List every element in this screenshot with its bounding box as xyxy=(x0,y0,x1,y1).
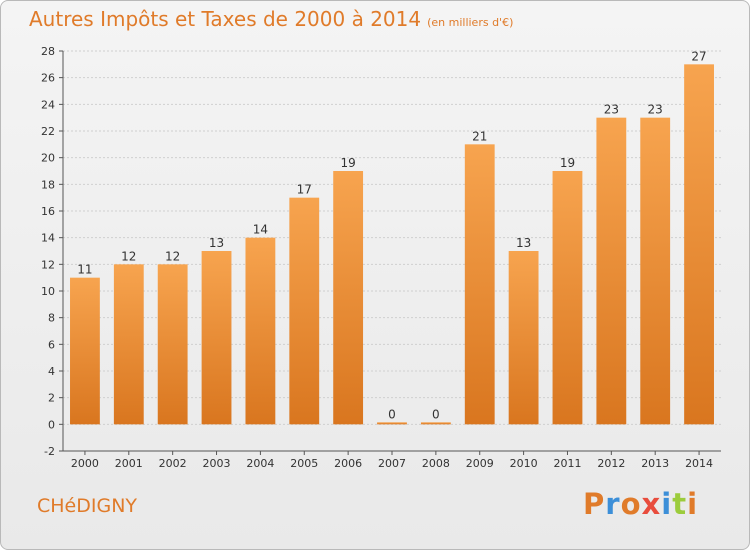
data-label-2007: 0 xyxy=(388,407,396,421)
bar-2000 xyxy=(70,277,100,425)
x-tick-label-2012: 2012 xyxy=(597,457,625,470)
chart-title: Autres Impôts et Taxes de 2000 à 2014 (en… xyxy=(29,7,513,31)
y-tick-label: 10 xyxy=(41,285,55,298)
bar-2006 xyxy=(333,171,364,425)
logo-letter: P xyxy=(583,487,606,521)
bar-2014 xyxy=(684,64,714,425)
data-label-2000: 11 xyxy=(77,263,92,277)
x-tick-label-2003: 2003 xyxy=(203,457,231,470)
logo-letter: x xyxy=(641,487,662,521)
y-tick-label: 6 xyxy=(48,338,55,351)
bars xyxy=(70,64,714,425)
x-tick-label-2006: 2006 xyxy=(334,457,362,470)
bar-2005 xyxy=(289,197,320,425)
x-tick-label-2002: 2002 xyxy=(159,457,187,470)
y-tick-label: 14 xyxy=(41,232,55,245)
x-tick-label-2011: 2011 xyxy=(553,457,581,470)
data-label-2004: 14 xyxy=(253,223,268,237)
y-tick-label: 28 xyxy=(41,45,55,58)
logo-letter: r xyxy=(605,487,621,521)
data-label-2010: 13 xyxy=(516,236,531,250)
y-tick-label: 24 xyxy=(41,98,55,111)
unit-label: (en milliers d'€) xyxy=(427,16,514,29)
logo-letter: t xyxy=(672,487,688,521)
data-label-2009: 21 xyxy=(472,129,487,143)
bar-2004 xyxy=(245,237,276,425)
y-tick-label: 12 xyxy=(41,258,55,271)
x-tick-label-2000: 2000 xyxy=(71,457,99,470)
bar-2012 xyxy=(596,117,627,425)
title-text: Autres Impôts et Taxes de 2000 à 2014 xyxy=(29,7,422,31)
bar-2013 xyxy=(640,117,671,425)
data-label-2002: 12 xyxy=(165,249,180,263)
data-label-2014: 27 xyxy=(691,49,706,63)
y-tick-label: 2 xyxy=(48,392,55,405)
data-label-2006: 19 xyxy=(340,156,355,170)
commune-name: CHéDIGNY xyxy=(37,495,138,517)
x-tick-label-2014: 2014 xyxy=(685,457,713,470)
logo-letter: i xyxy=(661,487,673,521)
bar-2009 xyxy=(464,144,495,425)
data-label-2003: 13 xyxy=(209,236,224,250)
bar-2010 xyxy=(508,251,539,425)
x-tick-label-2005: 2005 xyxy=(290,457,318,470)
x-tick-label-2013: 2013 xyxy=(641,457,669,470)
data-label-2012: 23 xyxy=(604,103,619,117)
data-label-2008: 0 xyxy=(432,407,440,421)
x-tick-label-2001: 2001 xyxy=(115,457,143,470)
x-tick-label-2009: 2009 xyxy=(466,457,494,470)
y-tick-label: 0 xyxy=(48,418,55,431)
data-labels: 11 12 12 13 14 17 19 0 0 21 13 19 23 23 27 xyxy=(77,49,706,421)
y-tick-label: 26 xyxy=(41,72,55,85)
bar-2003 xyxy=(201,251,232,425)
bar-2007 xyxy=(377,422,407,425)
y-tick-label: 22 xyxy=(41,125,55,138)
data-label-2011: 19 xyxy=(560,156,575,170)
bar-2002 xyxy=(157,264,188,425)
y-tick-label: 16 xyxy=(41,205,55,218)
x-tick-label-2008: 2008 xyxy=(422,457,450,470)
bar-2011 xyxy=(552,171,583,425)
x-tick-label-2004: 2004 xyxy=(246,457,274,470)
proxiti-logo: Proxiti xyxy=(583,487,698,521)
data-label-2013: 23 xyxy=(648,103,663,117)
y-tick-label: 4 xyxy=(48,365,55,378)
y-tick-label: -2 xyxy=(44,445,55,458)
y-tick-label: 20 xyxy=(41,152,55,165)
bar-2001 xyxy=(113,264,144,425)
y-tick-label: 8 xyxy=(48,312,55,325)
data-label-2005: 17 xyxy=(297,183,312,197)
x-tick-label-2007: 2007 xyxy=(378,457,406,470)
y-tick-label: 18 xyxy=(41,178,55,191)
bar-2008 xyxy=(420,422,451,425)
logo-letter: i xyxy=(687,487,699,521)
x-tick-label-2010: 2010 xyxy=(510,457,538,470)
logo-letter: o xyxy=(620,487,642,521)
data-label-2001: 12 xyxy=(121,249,136,263)
